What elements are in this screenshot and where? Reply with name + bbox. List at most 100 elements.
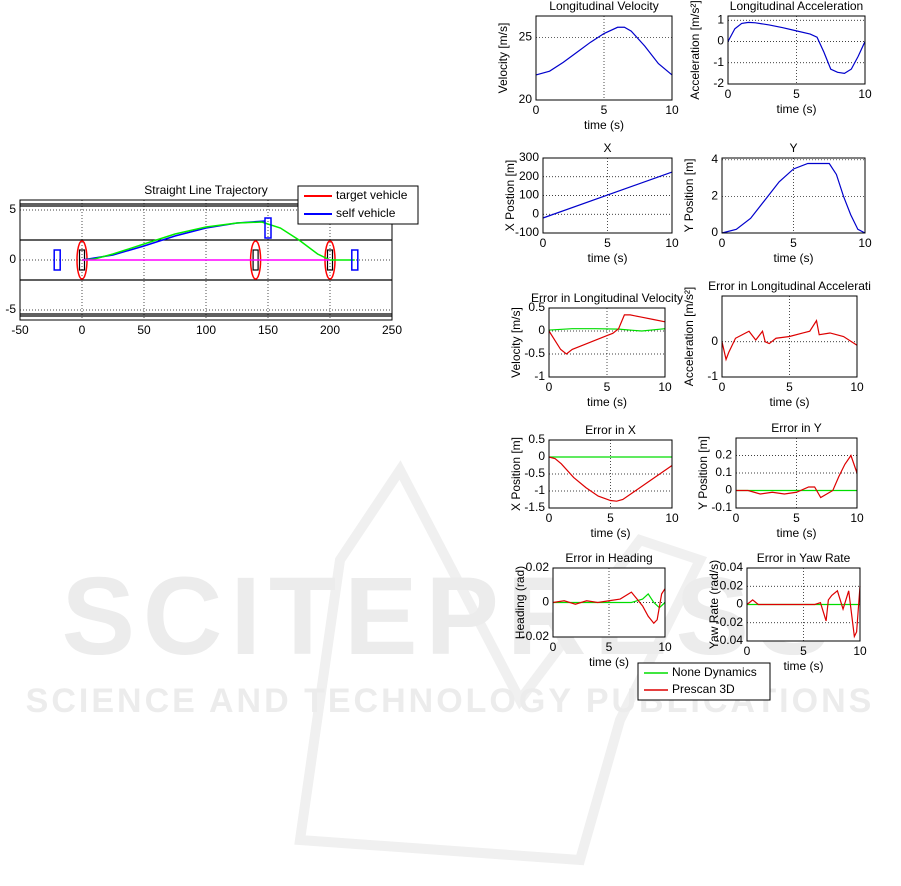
x-tick-label: 10 — [665, 511, 679, 525]
y-axis-label: Y Position [m] — [696, 436, 710, 510]
x-tick-label: 0 — [744, 644, 751, 658]
watermark-shape — [294, 460, 708, 866]
y-tick-label: 0 — [9, 252, 16, 266]
x-tick-label: 200 — [320, 323, 340, 337]
axes-frame — [542, 157, 673, 234]
y-tick-label: 0.2 — [715, 448, 732, 462]
x-tick-label: 50 — [137, 323, 151, 337]
y-axis-label: X Position [m] — [509, 437, 523, 511]
x-tick-label: 5 — [601, 103, 608, 117]
y-tick-label: 0 — [717, 34, 724, 48]
x-tick-label: 0 — [540, 236, 547, 250]
series-line — [721, 319, 858, 362]
vehicle-marker — [264, 217, 272, 239]
y-tick-label: 2 — [711, 189, 718, 203]
y-tick-label: -1.5 — [524, 500, 545, 514]
x-tick-label: 0 — [546, 380, 553, 394]
x-tick-label: 10 — [858, 236, 872, 250]
axes-frame — [721, 295, 858, 378]
x-tick-label: 0 — [533, 103, 540, 117]
series-line — [746, 586, 861, 639]
x-tick-label: 5 — [793, 511, 800, 525]
x-tick-label: -50 — [11, 323, 29, 337]
x-axis-label: time (s) — [589, 655, 629, 669]
x-tick-label: 10 — [850, 511, 864, 525]
y-tick-label: -0.5 — [524, 466, 545, 480]
axes-frame — [548, 439, 673, 509]
y-tick-label: 0.1 — [715, 465, 732, 479]
x-tick-label: 0 — [79, 323, 86, 337]
y-tick-label: -100 — [515, 225, 539, 239]
legend-label: None Dynamics — [672, 665, 757, 679]
series-line — [553, 592, 666, 609]
x-tick-label: 5 — [604, 380, 611, 394]
y-tick-label: 0 — [538, 449, 545, 463]
x-axis-label: time (s) — [584, 118, 624, 132]
chart-title: Error in Yaw Rate — [757, 551, 851, 565]
x-tick-label: 5 — [786, 380, 793, 394]
series-line — [727, 21, 866, 75]
chart-title: Error in Heading — [565, 551, 652, 565]
x-tick-label: 0 — [733, 511, 740, 525]
y-axis-label: Yaw Rate (rad/s) — [707, 560, 721, 649]
y-tick-label: 0.5 — [528, 432, 545, 446]
y-tick-label: -1 — [713, 55, 724, 69]
axes-frame — [19, 199, 393, 321]
axes-frame — [727, 15, 866, 85]
y-tick-label: 0 — [538, 323, 545, 337]
y-tick-label: 0.02 — [526, 560, 550, 574]
x-tick-label: 10 — [853, 644, 867, 658]
y-tick-label: 0 — [711, 225, 718, 239]
x-axis-label: time (s) — [591, 526, 631, 540]
x-axis-label: time (s) — [588, 251, 628, 265]
x-tick-label: 250 — [382, 323, 402, 337]
y-tick-label: 25 — [519, 29, 533, 43]
axes-frame — [552, 567, 666, 638]
y-tick-label: 300 — [519, 150, 539, 164]
series-line — [81, 221, 355, 261]
legend-box — [637, 662, 771, 701]
y-axis-label: Heading (rad) — [513, 566, 527, 639]
chart-title: Y — [789, 141, 797, 155]
y-tick-label: 0 — [542, 595, 549, 609]
x-tick-label: 10 — [658, 380, 672, 394]
chart-title: Error in Longitudinal Velocity — [531, 291, 683, 305]
y-tick-label: 1 — [717, 12, 724, 26]
vehicle-marker — [53, 249, 61, 271]
x-axis-label: time (s) — [770, 395, 810, 409]
axes-frame — [535, 15, 673, 101]
x-tick-label: 5 — [793, 87, 800, 101]
legend-label: Prescan 3D — [672, 682, 735, 696]
y-tick-label: -0.1 — [711, 500, 732, 514]
y-axis-label: X Postion [m] — [503, 160, 517, 231]
chart-title: X — [603, 141, 611, 155]
x-tick-label: 5 — [604, 236, 611, 250]
vehicle-marker — [351, 249, 359, 271]
series-line — [552, 588, 666, 625]
axes-frame — [721, 157, 866, 234]
x-axis-label: time (s) — [587, 395, 627, 409]
chart-title: Longitudinal Velocity — [549, 0, 658, 13]
y-tick-label: -1 — [707, 369, 718, 383]
x-tick-label: 0 — [719, 236, 726, 250]
y-tick-label: 0.02 — [720, 578, 744, 592]
y-axis-label: Acceleration [m/s²] — [688, 0, 702, 99]
y-tick-label: -1 — [534, 483, 545, 497]
x-tick-label: 10 — [665, 236, 679, 250]
y-tick-label: 200 — [519, 169, 539, 183]
y-tick-label: -0.02 — [522, 629, 550, 643]
watermark-title: SCITEPRESS — [62, 555, 839, 678]
y-tick-label: 100 — [519, 188, 539, 202]
y-axis-label: Velocity [m/s] — [509, 307, 523, 378]
y-tick-label: -1 — [534, 369, 545, 383]
y-tick-label: 0.5 — [528, 300, 545, 314]
x-tick-label: 0 — [550, 640, 557, 654]
x-tick-label: 10 — [850, 380, 864, 394]
x-tick-label: 5 — [606, 640, 613, 654]
y-tick-label: -0.5 — [524, 346, 545, 360]
x-axis-label: time (s) — [784, 659, 824, 673]
legend-label: target vehicle — [336, 188, 408, 202]
y-tick-label: 5 — [9, 202, 16, 216]
chart-title: Error in Longitudinal Accelerati — [708, 279, 871, 293]
